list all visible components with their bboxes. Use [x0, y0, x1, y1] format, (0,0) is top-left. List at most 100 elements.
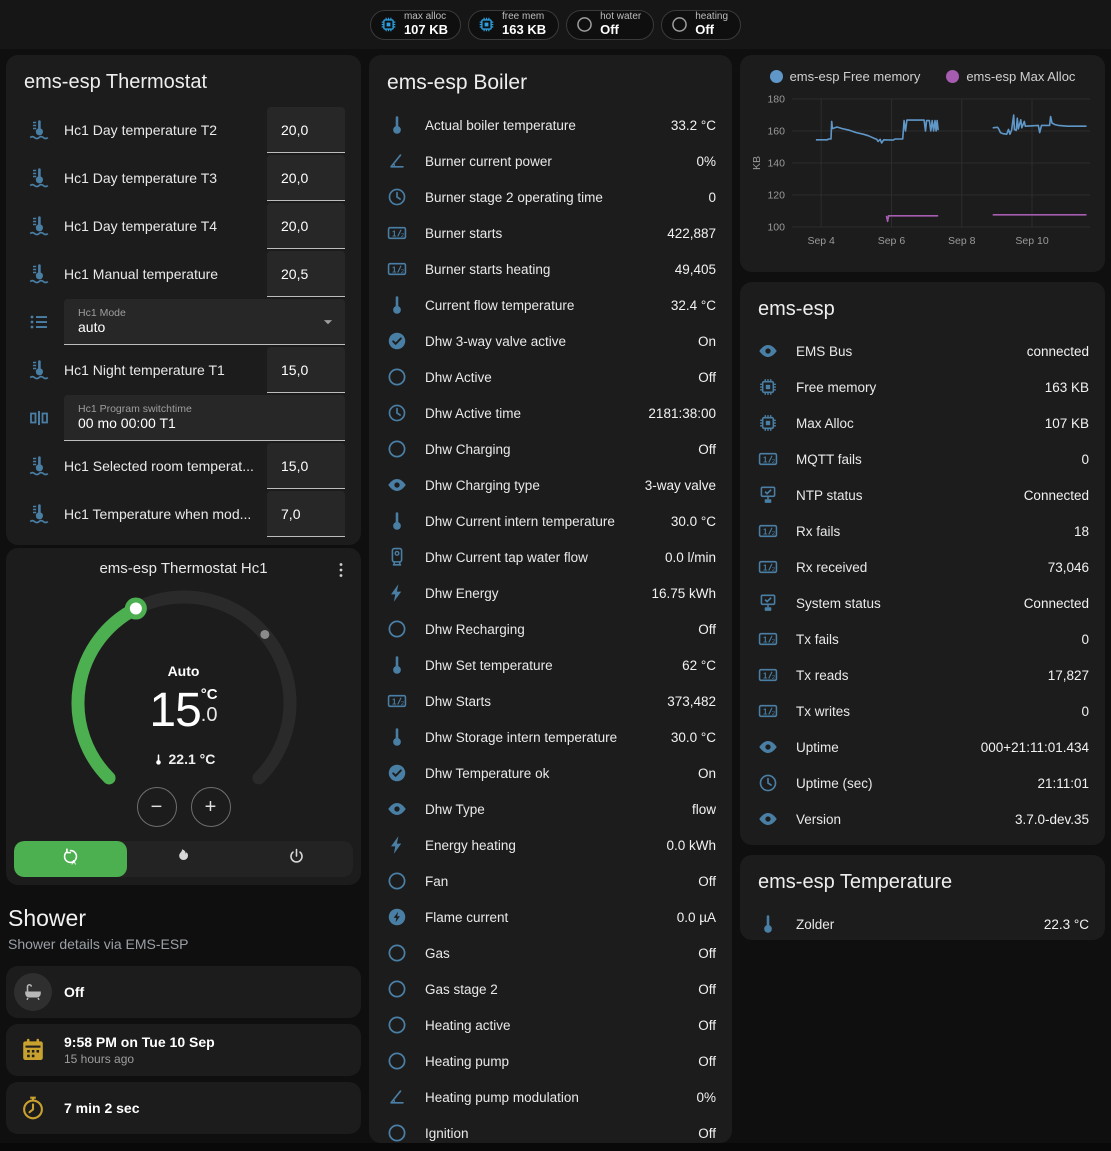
mode-select[interactable]: Hc1 Mode auto [64, 299, 346, 345]
temp-increase-button[interactable]: + [190, 787, 231, 827]
entity-row[interactable]: Heating pump Off [385, 1043, 716, 1079]
entity-value: 0 [708, 189, 716, 205]
entity-row[interactable]: Dhw Active Off [385, 359, 716, 395]
entity-row[interactable]: Current flow temperature 32.4 °C [385, 287, 716, 323]
entity-row[interactable]: NTP status Connected [756, 477, 1089, 513]
chip-hot-water[interactable]: hot water Off [566, 9, 655, 40]
entity-row[interactable]: Dhw Active time 2181:38:00 [385, 395, 716, 431]
entity-label: Dhw Charging [425, 441, 511, 457]
entity-row[interactable]: Fan Off [385, 863, 716, 899]
entity-label: Uptime [796, 739, 839, 755]
emsesp-status-card: ems-esp EMS Bus connected Free memory 16… [740, 282, 1105, 845]
entity-row[interactable]: Version 3.7.0-dev.35 [756, 801, 1089, 837]
entity-value: On [697, 765, 716, 781]
entity-row[interactable]: Heating pump modulation 0% [385, 1079, 716, 1115]
mode-auto-button[interactable]: A [14, 841, 127, 877]
thermometer-waves-icon [22, 166, 56, 190]
entity-row[interactable]: Free memory 163 KB [756, 369, 1089, 405]
entity-row[interactable]: Gas stage 2 Off [385, 971, 716, 1007]
number-input[interactable]: 15,0 [267, 347, 346, 393]
entity-value: 49,405 [674, 261, 716, 277]
entity-row[interactable]: Dhw Current tap water flow 0.0 l/min [385, 539, 716, 575]
svg-text:1: 1 [763, 635, 768, 644]
entity-row[interactable]: Dhw Temperature ok On [385, 755, 716, 791]
flash-icon [385, 582, 409, 604]
entity-label: Dhw Current intern temperature [425, 513, 615, 529]
entity-label: Dhw Current tap water flow [425, 549, 588, 565]
bottom-scrollbar-track[interactable] [0, 1143, 1111, 1151]
entity-row[interactable]: Dhw Type flow [385, 791, 716, 827]
number-input[interactable]: 20,5 [267, 251, 346, 297]
entity-row[interactable]: Dhw Set temperature 62 °C [385, 647, 716, 683]
chip-free-mem[interactable]: free mem 163 KB [468, 9, 560, 40]
entity-row[interactable]: Zolder 22.3 °C [756, 906, 1089, 942]
entity-value: 2181:38:00 [648, 405, 716, 421]
chip-max-alloc[interactable]: max alloc 107 KB [369, 9, 462, 40]
svg-text:2: 2 [772, 459, 775, 465]
legend-dot-icon [946, 69, 960, 83]
mode-heat-button[interactable] [127, 841, 240, 877]
number-input[interactable]: 20,0 [267, 203, 346, 249]
shower-state-card[interactable]: Off [6, 966, 362, 1018]
thermostat-dial[interactable]: Auto 15 °C .0 22.1 °C − + [14, 583, 353, 833]
dots-vertical-icon[interactable] [331, 560, 351, 585]
entity-row[interactable]: Actual boiler temperature 33.2 °C [385, 107, 716, 143]
number-input[interactable]: 15,0 [267, 443, 346, 489]
number-input[interactable]: 20,0 [267, 155, 346, 201]
shower-duration-card[interactable]: 7 min 2 sec [6, 1082, 362, 1134]
entity-row[interactable]: Dhw Charging Off [385, 431, 716, 467]
entity-row[interactable]: Dhw Recharging Off [385, 611, 716, 647]
svg-text:2: 2 [772, 711, 775, 717]
number-input[interactable]: 7,0 [267, 491, 346, 537]
mode-off-button[interactable] [240, 841, 353, 877]
entity-row[interactable]: Gas Off [385, 935, 716, 971]
chip-heating[interactable]: heating Off [661, 9, 742, 40]
legend-max-alloc[interactable]: ems-esp Max Alloc [946, 69, 1075, 84]
temp-decrease-button[interactable]: − [136, 787, 177, 827]
entity-row[interactable]: Burner current power 0% [385, 143, 716, 179]
entity-row[interactable]: EMS Bus connected [756, 333, 1089, 369]
entity-row[interactable]: Max Alloc 107 KB [756, 405, 1089, 441]
eye-icon [756, 808, 780, 830]
svg-text:2: 2 [401, 269, 404, 275]
number-input-value: 15,0 [281, 457, 309, 474]
entity-row[interactable]: Dhw Charging type 3-way valve [385, 467, 716, 503]
entity-value: 000+21:11:01.434 [980, 739, 1089, 755]
number-input[interactable]: 20,0 [267, 107, 346, 153]
entity-row[interactable]: Ignition Off [385, 1115, 716, 1143]
entity-row[interactable]: Energy heating 0.0 kWh [385, 827, 716, 863]
legend-dot-icon [769, 69, 783, 83]
entity-row[interactable]: Dhw 3-way valve active On [385, 323, 716, 359]
entity-row[interactable]: Uptime 000+21:11:01.434 [756, 729, 1089, 765]
entity-value: 0 [1081, 451, 1089, 467]
entity-label: Dhw Temperature ok [425, 765, 550, 781]
chip-label: free mem [502, 11, 545, 23]
circle-icon [385, 978, 409, 1000]
chart-legend: ems-esp Free memory ems-esp Max Alloc [748, 65, 1097, 87]
entity-row[interactable]: Uptime (sec) 21:11:01 [756, 765, 1089, 801]
thermometer-icon [385, 510, 409, 532]
svg-text:1: 1 [763, 671, 768, 680]
entity-row[interactable]: Burner stage 2 operating time 0 [385, 179, 716, 215]
entity-label: Gas [425, 945, 450, 961]
entity-label: Hc1 Day temperature T4 [64, 218, 218, 234]
entity-row[interactable]: Dhw Current intern temperature 30.0 °C [385, 503, 716, 539]
entity-row[interactable]: Heating active Off [385, 1007, 716, 1043]
entity-row[interactable]: Dhw Storage intern temperature 30.0 °C [385, 719, 716, 755]
field-input[interactable]: Hc1 Program switchtime 00 mo 00:00 T1 [64, 395, 346, 441]
entity-row[interactable]: System status Connected [756, 585, 1089, 621]
entity-row[interactable]: Dhw Energy 16.75 kWh [385, 575, 716, 611]
legend-free-memory[interactable]: ems-esp Free memory [769, 69, 920, 84]
entity-row[interactable]: Flame current 0.0 µA [385, 899, 716, 935]
shower-last-time-card[interactable]: 9:58 PM on Tue 10 Sep 15 hours ago [6, 1024, 362, 1076]
emsesp-rows: EMS Bus connected Free memory 163 KB Max… [756, 333, 1089, 837]
